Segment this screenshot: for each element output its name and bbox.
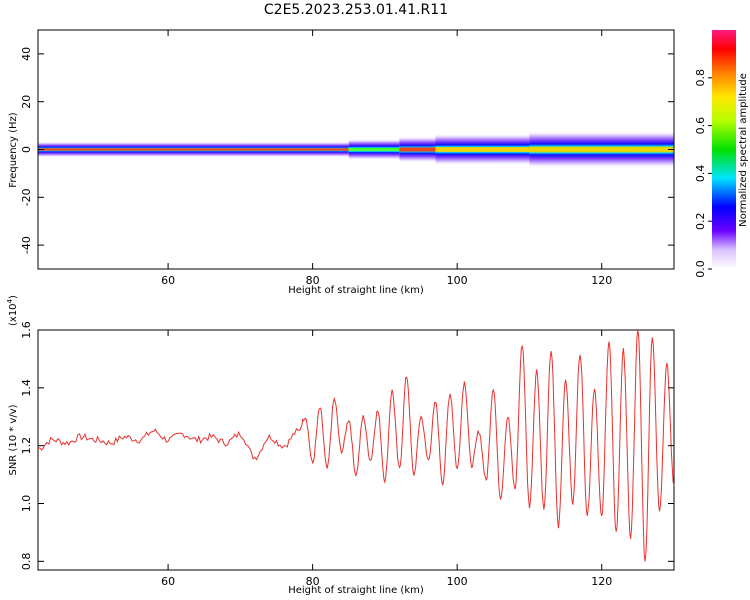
snr-y-tick-label: 0.8 (20, 553, 33, 571)
colorbar: 0.0 0.2 0.4 0.6 0.8 Normalized spectral ampl… (694, 30, 749, 278)
colorbar-tick-label: 0.0 (694, 260, 707, 278)
heatmap-y-ticks: -40 -20 0 20 40 (20, 47, 674, 254)
snr-y-label: SNR (10 * v/v) (8, 404, 19, 475)
heatmap-band-core (348, 147, 400, 152)
snr-y-scale-close: ) (8, 295, 19, 299)
heatmap-panel: 60 80 100 120 -40 -20 0 20 40 Height of straigh… (8, 29, 675, 296)
snr-line-panel: 60 80 100 120 0.8 1.0 1.2 1.4 1.6 Height of str… (6, 295, 675, 596)
heatmap-x-ticks: 60 80 100 120 (161, 30, 612, 287)
snr-y-tick-label: 1.0 (20, 495, 33, 513)
heatmap-marks (38, 131, 674, 168)
snr-series-line (37, 329, 675, 562)
heatmap-x-tick-label: 80 (306, 274, 320, 287)
heatmap-band-core (38, 148, 349, 151)
snr-y-tick-label: 1.6 (20, 321, 33, 339)
heatmap-x-tick-label: 100 (447, 274, 468, 287)
snr-y-ticks: 0.8 1.0 1.2 1.4 1.6 (20, 321, 674, 570)
snr-x-tick-label: 80 (306, 575, 320, 588)
colorbar-tick-label: 0.4 (694, 165, 707, 183)
snr-x-tick-label: 60 (161, 575, 175, 588)
heatmap-band-core (435, 146, 530, 153)
colorbar-gradient (712, 30, 736, 269)
snr-x-tick-label: 120 (591, 575, 612, 588)
heatmap-x-tick-label: 60 (161, 274, 175, 287)
snr-y-tick-label: 1.2 (20, 437, 33, 455)
heatmap-y-tick-label: -20 (20, 188, 33, 206)
heatmap-x-tick-label: 120 (591, 274, 612, 287)
colorbar-label: Normalized spectral amplitude (738, 73, 749, 227)
heatmap-y-tick-label: -40 (20, 236, 33, 254)
heatmap-y-tick-label: 40 (20, 47, 33, 61)
snr-x-ticks: 60 80 100 120 (161, 330, 612, 588)
snr-x-tick-label: 100 (447, 575, 468, 588)
snr-y-tick-label: 1.4 (20, 379, 33, 397)
heatmap-y-tick-label: 0 (20, 146, 33, 153)
colorbar-ticks: 0.0 0.2 0.4 0.6 0.8 (694, 69, 712, 278)
figure-title: C2E5.2023.253.01.41.R11 (264, 2, 448, 18)
snr-y-scale-exp: 4 (6, 298, 14, 303)
heatmap-band-core (399, 147, 436, 152)
heatmap-x-label: Height of straight line (km) (288, 285, 424, 296)
heatmap-band-core (529, 146, 674, 153)
snr-y-scale: (x104) (6, 295, 19, 326)
snr-frame (37, 329, 675, 571)
snr-x-label: Height of straight line (km) (288, 585, 424, 596)
snr-y-scale-base: (x10 (8, 303, 19, 326)
colorbar-tick-label: 0.2 (694, 212, 707, 230)
colorbar-tick-label: 0.8 (694, 69, 707, 87)
colorbar-tick-label: 0.6 (694, 117, 707, 135)
heatmap-y-label: Frequency (Hz) (8, 112, 19, 188)
heatmap-y-tick-label: 20 (20, 95, 33, 109)
